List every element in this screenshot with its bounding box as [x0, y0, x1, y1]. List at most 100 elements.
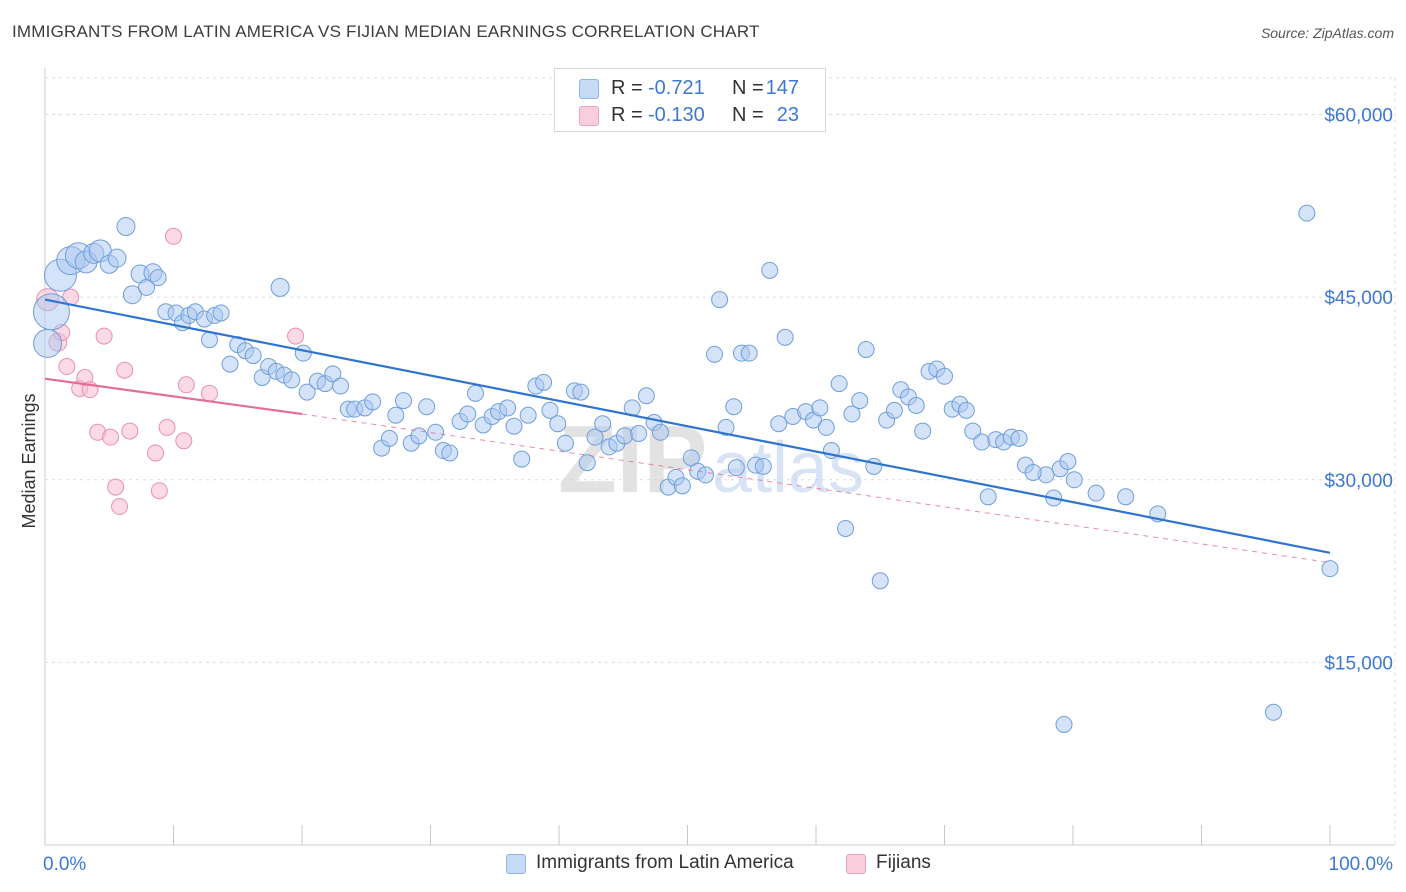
latin-america-point [957, 401, 975, 419]
fijians-point [165, 227, 182, 245]
latin-america-point [616, 427, 634, 445]
fijians-point [177, 376, 195, 394]
latin-america-point [499, 399, 517, 417]
latin-america-point [754, 457, 772, 475]
latin-america-point [122, 285, 142, 305]
latin-america-point [466, 384, 484, 402]
latin-america-point [294, 344, 312, 362]
latin-america-point [586, 428, 604, 446]
y-tick-label: $15,000 [1324, 653, 1393, 674]
legend-n-value: 147 [765, 77, 799, 99]
latin-america-point [513, 450, 531, 468]
latin-america-point [725, 398, 743, 416]
latin-america-point [387, 406, 405, 424]
correlation-legend: R = -0.721 N = 147 R = -0.130 N = 23 [554, 68, 826, 132]
latin-america-point [652, 423, 670, 441]
latin-america-point [843, 405, 861, 423]
latin-america-point [270, 277, 290, 297]
latin-america-point [1298, 204, 1316, 222]
latin-america-point [519, 406, 537, 424]
latin-america-point [283, 371, 301, 389]
latin-america-point [332, 377, 350, 395]
latin-america-point [324, 365, 342, 383]
latin-america-points [32, 204, 1339, 733]
bottom-legend-swatch-blue [506, 854, 526, 874]
latin-america-point [221, 355, 239, 373]
fijians-point [58, 358, 76, 376]
fijians-point [150, 482, 168, 500]
y-tick-label: $60,000 [1324, 106, 1393, 127]
latin-america-point [33, 328, 63, 358]
latin-america-point [717, 418, 735, 436]
legend-r-value: -0.721 [648, 77, 705, 99]
latin-america-point [1055, 715, 1073, 733]
latin-america-point [107, 248, 127, 268]
latin-america-point [149, 269, 167, 287]
legend-row-latin-america: R = -0.721 N = 147 [555, 75, 825, 101]
legend-swatch-pink [579, 106, 599, 126]
legend-n-value: 23 [776, 104, 799, 126]
latin-america-point [885, 401, 903, 419]
latin-america-point [727, 459, 745, 477]
legend-r-label: R = [611, 104, 643, 126]
latin-america-point [32, 293, 70, 331]
watermark: ZIP atlas [558, 406, 864, 513]
y-tick-label: $30,000 [1324, 471, 1393, 492]
latin-america-point [1117, 488, 1135, 506]
latin-america-point [535, 373, 553, 391]
latin-america-point [914, 422, 932, 440]
fijians-trendline-extension [301, 413, 1331, 564]
y-tick-label: $45,000 [1324, 288, 1393, 309]
chart-title: IMMIGRANTS FROM LATIN AMERICA VS FIJIAN … [12, 22, 760, 41]
latin-america-point [837, 519, 855, 537]
latin-america-point [857, 340, 875, 358]
latin-america-point [871, 572, 889, 590]
latin-america-point [505, 417, 523, 435]
latin-america-point [973, 433, 991, 451]
fijians-point [107, 478, 125, 496]
latin-america-point [364, 393, 382, 411]
fijians-point [111, 498, 129, 516]
axes [44, 68, 1395, 846]
latin-america-point [705, 345, 723, 363]
legend-row-fijians: R = -0.130 N = 23 [555, 102, 825, 128]
latin-america-point [1321, 560, 1339, 578]
latin-america-point [740, 344, 758, 362]
latin-america-trendline [44, 298, 1331, 554]
axis-labels: $15,000 $30,000 $45,000 $60,000 0.0% 100.0% Me… [19, 106, 1393, 875]
legend-r-value: -0.130 [648, 104, 705, 126]
chart-source: Source: ZipAtlas.com [1260, 25, 1394, 41]
latin-america-point [1059, 453, 1077, 470]
legend-n-label: N = [732, 77, 764, 99]
latin-america-point [244, 347, 262, 365]
fijians-point [158, 418, 176, 436]
latin-america-point [776, 328, 794, 346]
latin-america-point [1065, 471, 1083, 489]
latin-america-point [936, 367, 953, 385]
latin-america-point [459, 405, 477, 423]
latin-america-point [549, 415, 567, 433]
bottom-legend-swatch-pink [846, 854, 866, 874]
latin-america-point [572, 383, 590, 401]
fijians-point [175, 432, 193, 450]
latin-america-point [578, 454, 596, 472]
latin-america-point [630, 424, 648, 442]
y-axis-label: Median Earnings [19, 393, 39, 528]
latin-america-point [711, 291, 729, 309]
latin-america-point [830, 375, 848, 393]
latin-america-point [594, 415, 612, 433]
fijians-point [121, 422, 139, 440]
fijians-point [287, 327, 305, 345]
fijians-point [147, 444, 165, 462]
latin-america-point [979, 488, 997, 506]
latin-america-point [541, 401, 559, 419]
bottom-legend-label: Fijians [876, 852, 931, 873]
latin-america-point [1024, 463, 1042, 481]
latin-america-point [1264, 703, 1282, 721]
latin-america-point [427, 423, 445, 441]
latin-america-point [380, 429, 398, 447]
fijians-point [95, 327, 113, 345]
latin-america-point [770, 415, 788, 433]
trend-lines [44, 298, 1331, 564]
latin-america-point [817, 418, 835, 436]
